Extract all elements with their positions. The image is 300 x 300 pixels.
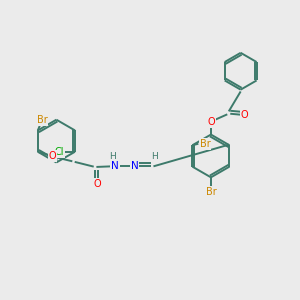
Text: N: N [130, 161, 138, 171]
Text: O: O [207, 117, 215, 127]
Text: H: H [151, 152, 158, 161]
Text: O: O [94, 178, 101, 189]
Text: N: N [111, 161, 119, 171]
Text: O: O [48, 151, 56, 161]
Text: O: O [240, 110, 248, 120]
Text: H: H [110, 152, 116, 161]
Text: Br: Br [206, 187, 216, 196]
Text: Cl: Cl [55, 147, 64, 157]
Text: Br: Br [37, 115, 48, 125]
Text: Br: Br [200, 139, 210, 149]
